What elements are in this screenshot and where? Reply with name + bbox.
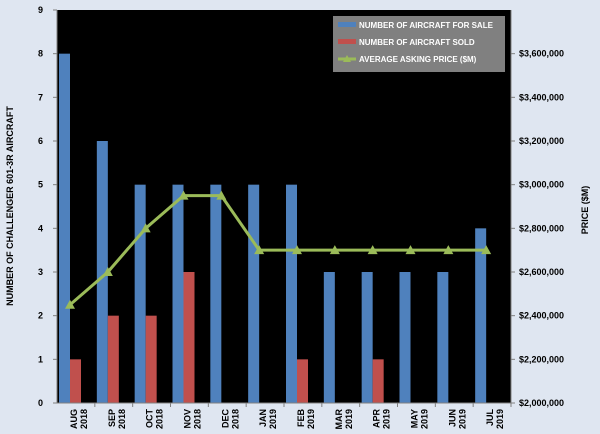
y2-tick-label: $3,000,000 (519, 180, 564, 190)
x-tick-label: MAR2019 (334, 409, 354, 430)
x-tick-label: AUG2018 (69, 409, 89, 429)
legend-label: NUMBER OF AIRCRAFT SOLD (359, 38, 475, 47)
bar-sold (183, 272, 195, 403)
price-point (216, 190, 227, 200)
y2-tick-label: $2,400,000 (519, 311, 564, 321)
price-point (65, 299, 75, 309)
y-tick-label: 0 (38, 398, 43, 408)
bar-for-sale (96, 141, 108, 403)
y-tick-label: 2 (38, 311, 43, 321)
x-tick-label: OCT2018 (145, 409, 165, 430)
price-point (178, 190, 189, 200)
bar-for-sale (475, 228, 487, 403)
plot-area (57, 10, 511, 403)
price-point (481, 245, 492, 255)
x-tick-label: DEC2018 (220, 409, 240, 430)
y-axis-title: NUMBER OF CHALLENGER 601-3R AIRCRAFT (5, 106, 15, 306)
y-tick-label: 7 (38, 92, 43, 102)
y2-tick-label: $2,000,000 (519, 398, 564, 408)
bar-for-sale (323, 272, 335, 403)
y-tick-label: 1 (38, 354, 43, 364)
legend-label: AVERAGE ASKING PRICE ($M) (359, 55, 477, 64)
legend-swatch (338, 39, 356, 44)
bar-sold (297, 359, 308, 403)
bar-sold (372, 359, 384, 403)
bar-for-sale (248, 184, 260, 403)
legend-label: NUMBER OF AIRCRAFT FOR SALE (359, 21, 494, 30)
price-point (367, 245, 378, 255)
y-tick-label: 8 (38, 49, 43, 59)
y2-tick-label: $2,200,000 (519, 354, 564, 364)
legend: NUMBER OF AIRCRAFT FOR SALE NUMBER OF AIR… (333, 16, 505, 72)
x-tick-label: JAN2019 (258, 409, 278, 429)
bar-sold (145, 315, 157, 403)
x-tick-label: APR2019 (372, 409, 392, 430)
y2-tick-label: $2,600,000 (519, 267, 564, 277)
y-tick-label: 9 (38, 5, 43, 15)
legend-box (333, 16, 505, 72)
y-tick-label: 3 (38, 267, 43, 277)
x-tick-label: FEB2019 (296, 408, 316, 429)
price-line (69, 194, 487, 306)
bar-for-sale (172, 184, 184, 403)
y-tick-label: 4 (38, 223, 43, 233)
y2-tick-label: $2,800,000 (519, 223, 564, 233)
price-point (443, 245, 454, 255)
x-tick-label: NOV2018 (182, 409, 202, 429)
bar-for-sale (399, 272, 411, 403)
price-point (329, 245, 340, 255)
y2-tick-label: $3,200,000 (519, 136, 564, 146)
y-tick-label: 5 (38, 180, 43, 190)
x-tick-label: JUN2019 (447, 409, 467, 429)
price-point (405, 245, 416, 255)
y2-axis-title: PRICE ($M) (580, 186, 590, 235)
x-tick-label: SEP2018 (107, 409, 127, 429)
x-tick-label: JUL2019 (485, 409, 505, 430)
legend-marker (343, 55, 351, 62)
bar-for-sale (210, 184, 222, 403)
legend-swatch (338, 22, 356, 27)
bar-sold (107, 315, 119, 403)
price-point (292, 245, 302, 255)
x-tick-label: MAY2019 (409, 409, 429, 429)
y2-tick-label: $3,400,000 (519, 92, 564, 102)
price-point (102, 267, 113, 276)
y2-tick-label: $3,600,000 (519, 49, 564, 59)
bar-for-sale (437, 272, 449, 403)
bar-for-sale (361, 272, 373, 403)
bar-for-sale (134, 184, 146, 403)
bar-for-sale (286, 184, 297, 403)
price-point (140, 223, 151, 233)
bar-for-sale (59, 53, 70, 404)
bar-sold (70, 359, 81, 403)
y-tick-label: 6 (38, 136, 43, 146)
price-point (254, 245, 265, 255)
